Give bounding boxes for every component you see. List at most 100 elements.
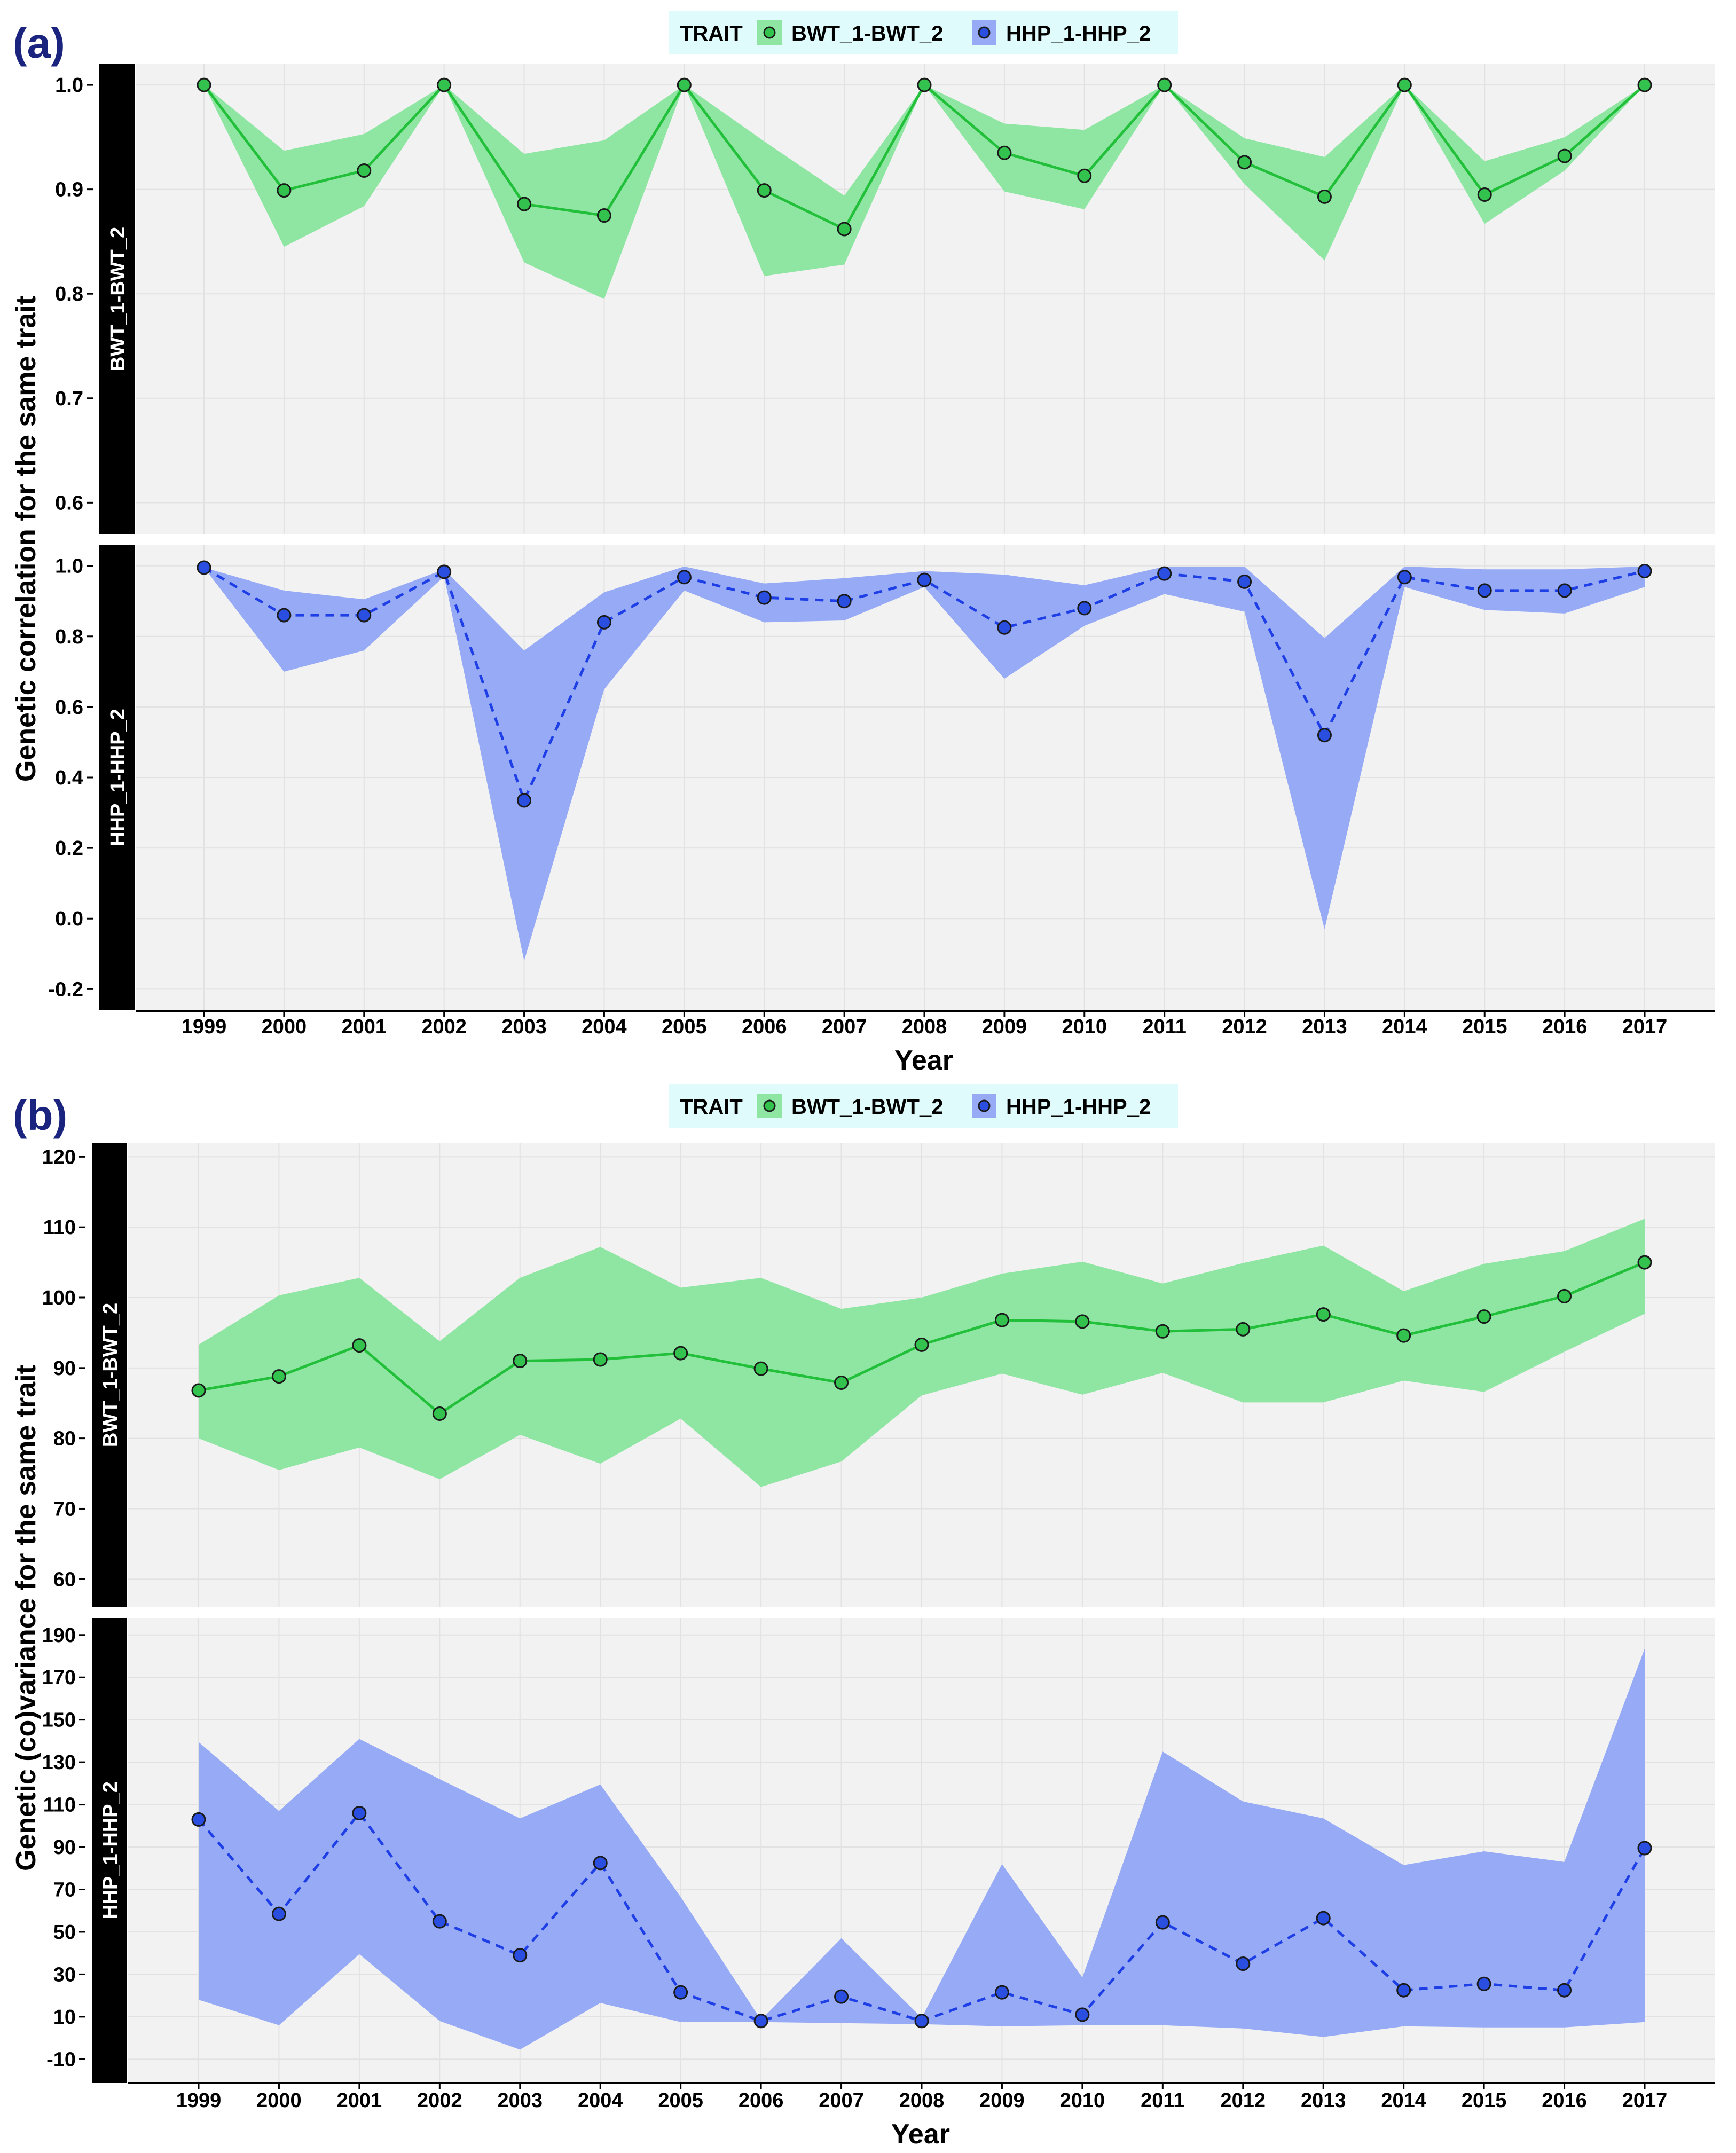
data-point-2000 <box>277 183 292 198</box>
data-point-2003 <box>513 1354 528 1369</box>
y-tick-label: 190 <box>42 1624 76 1647</box>
b-x-tick-label: 2012 <box>1221 2089 1266 2112</box>
y-tick-label: 70 <box>53 1498 76 1520</box>
y-tick-label: 0.8 <box>55 283 83 305</box>
data-point-2009 <box>994 1985 1009 2000</box>
data-point-2005 <box>677 570 692 585</box>
b-x-tick-label: 2006 <box>739 2089 784 2112</box>
data-point-2009 <box>994 1313 1009 1327</box>
data-point-2012 <box>1236 1956 1251 1971</box>
b-x-tick-label: 2014 <box>1381 2089 1426 2112</box>
b-x-tick-label: 2003 <box>498 2089 543 2112</box>
y-tick-label: 120 <box>42 1146 76 1168</box>
panel-b-legend-label-hhp: HHP_1-HHP_2 <box>1006 1095 1151 1119</box>
y-tick-label: 70 <box>53 1879 76 1901</box>
a-x-tick-label: 2012 <box>1222 1016 1267 1038</box>
panel-b-legend-dot-blue <box>978 1099 991 1112</box>
y-tick-label: 0.2 <box>55 837 83 860</box>
data-point-2001 <box>357 163 372 178</box>
data-point-2003 <box>517 197 532 211</box>
data-point-2010 <box>1075 2007 1090 2022</box>
data-point-2015 <box>1476 1976 1491 1991</box>
panel-b-points-hhp <box>191 1805 1652 2029</box>
data-point-2011 <box>1157 566 1172 581</box>
y-tick-label: 0.9 <box>55 179 83 201</box>
data-point-2013 <box>1316 1307 1331 1322</box>
a-x-tick-label: 2008 <box>902 1016 947 1038</box>
panel-a-ribbon-hhp <box>204 566 1645 961</box>
panel-a-x-axis: 1999 2000 2001 2002 2003 2004 2005 2006 2007 2008… <box>182 1011 1667 1038</box>
data-point-2000 <box>271 1369 286 1384</box>
y-tick-label: 0.8 <box>55 626 83 648</box>
panel-a-letter: (a) <box>13 19 65 67</box>
a-x-tick-label: 2001 <box>342 1016 387 1038</box>
data-point-2013 <box>1317 189 1332 204</box>
panel-b-strip-bwt-label: BWT_1-BWT_2 <box>99 1303 122 1447</box>
panel-a-strip-hhp <box>99 545 135 1010</box>
data-point-2002 <box>437 77 452 92</box>
y-tick-label: 50 <box>53 1921 76 1944</box>
data-point-2010 <box>1077 601 1092 616</box>
data-point-2012 <box>1237 574 1252 589</box>
data-point-2017 <box>1637 1841 1652 1856</box>
y-tick-label: 150 <box>42 1709 76 1732</box>
a-x-tick-label: 2009 <box>982 1016 1027 1038</box>
data-point-2017 <box>1637 1255 1652 1270</box>
panel-b-facet-hhp: HHP_1-HHP_2 -10 10 30 50 70 90 110 130 150 170 190 <box>42 1618 1715 2083</box>
a-x-tick-label: 2015 <box>1462 1016 1507 1038</box>
a-x-tick-label: 2002 <box>421 1016 467 1038</box>
data-point-2001 <box>352 1805 367 1820</box>
data-point-2004 <box>593 1352 608 1367</box>
panel-a-legend-box <box>669 11 1178 54</box>
data-point-2017 <box>1637 564 1652 579</box>
data-point-2016 <box>1557 148 1572 163</box>
panel-a-points-bwt <box>197 77 1652 237</box>
y-tick-label: 1.0 <box>55 74 83 97</box>
b-x-tick-label: 2008 <box>899 2089 945 2112</box>
panel-b-strip-hhp-label: HHP_1-HHP_2 <box>99 1781 122 1919</box>
b-x-tick-label: 2001 <box>337 2089 382 2112</box>
data-point-2015 <box>1476 1309 1491 1324</box>
panel-b-strip-hhp <box>92 1618 127 2083</box>
data-point-2007 <box>837 594 852 609</box>
data-point-2004 <box>593 1856 608 1871</box>
b-x-tick-label: 2000 <box>256 2089 302 2112</box>
data-point-1999 <box>197 560 211 575</box>
data-point-2013 <box>1317 728 1332 743</box>
a-x-tick-label: 2011 <box>1142 1016 1186 1038</box>
b-x-tick-label: 2005 <box>658 2089 703 2112</box>
panel-a-legend-dot-blue <box>978 26 991 39</box>
b-x-tick-label: 1999 <box>176 2089 222 2112</box>
b-x-tick-label: 2002 <box>417 2089 462 2112</box>
panel-b-legend-label-bwt: BWT_1-BWT_2 <box>791 1095 943 1119</box>
b-x-tick-label: 2013 <box>1301 2089 1346 2112</box>
data-point-2014 <box>1397 570 1412 585</box>
panel-b-ribbon-hhp <box>199 1648 1645 2050</box>
data-point-2000 <box>277 608 292 623</box>
data-point-2011 <box>1155 1915 1170 1930</box>
data-point-2002 <box>432 1914 447 1929</box>
b-x-tick-label: 2007 <box>819 2089 864 2112</box>
panel-a-y-axis-title: Genetic correlation for the same trait <box>11 296 42 782</box>
panel-b-strip-bwt <box>92 1143 127 1607</box>
data-point-2008 <box>917 572 932 587</box>
a-x-tick-label: 2006 <box>742 1016 787 1038</box>
a-x-tick-label: 2005 <box>662 1016 707 1038</box>
data-point-1999 <box>197 77 211 92</box>
b-x-tick-label: 2004 <box>578 2089 623 2112</box>
data-point-2005 <box>673 1985 688 2000</box>
a-x-tick-label: 2010 <box>1062 1016 1107 1038</box>
b-x-tick-label: 2010 <box>1060 2089 1105 2112</box>
data-point-2008 <box>917 77 932 92</box>
data-point-2012 <box>1236 1322 1251 1337</box>
y-tick-label: 10 <box>53 2006 76 2029</box>
y-tick-label: 30 <box>53 1963 76 1986</box>
data-point-2015 <box>1477 583 1492 598</box>
data-point-2015 <box>1477 187 1492 202</box>
data-point-1999 <box>191 1383 206 1398</box>
a-x-tick-label: 1999 <box>182 1016 227 1038</box>
panel-b-letter: (b) <box>13 1091 67 1139</box>
panel-b-facet-bwt: BWT_1-BWT_2 60 70 80 90 100 110 120 <box>42 1143 1715 1607</box>
panel-b-points-bwt <box>191 1255 1652 1421</box>
